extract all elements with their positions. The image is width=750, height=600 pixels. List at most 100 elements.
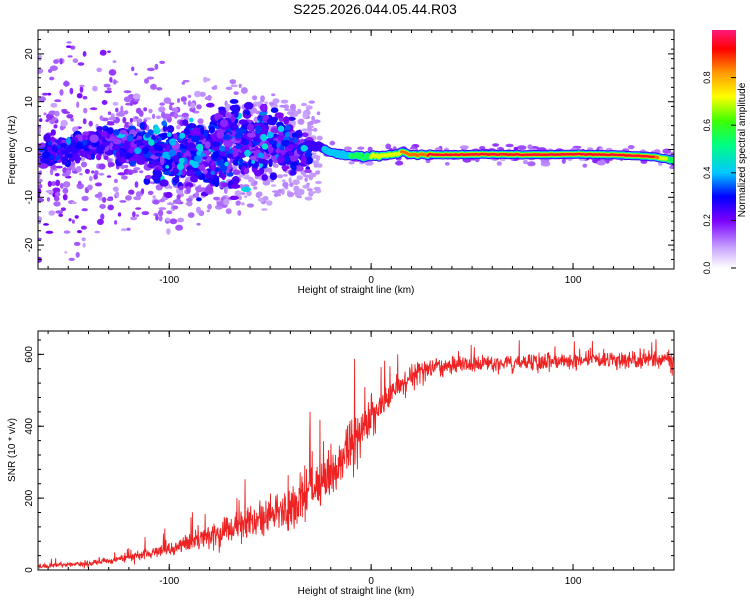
spectral-point <box>296 175 304 181</box>
spectral-point <box>196 197 202 202</box>
spectral-point <box>181 81 185 85</box>
spectral-point <box>199 91 206 97</box>
spectral-point <box>50 129 56 136</box>
spectral-point <box>92 85 98 92</box>
y-tick-label: 200 <box>24 489 35 506</box>
spectral-point <box>51 117 58 121</box>
spectral-point <box>173 112 178 119</box>
spectral-point <box>39 118 43 122</box>
spectral-point <box>252 95 258 101</box>
spectral-point <box>53 195 60 202</box>
spectral-point <box>94 193 101 198</box>
spectral-point <box>221 182 228 188</box>
spectral-point <box>301 128 309 132</box>
spectral-point <box>304 196 313 201</box>
spectral-point <box>128 189 135 195</box>
spectral-point <box>180 168 187 176</box>
spectral-point <box>45 189 53 193</box>
spectral-point <box>83 107 88 114</box>
spectral-point <box>266 117 277 125</box>
spectral-point <box>169 185 173 189</box>
spectral-point <box>122 116 127 124</box>
spectral-point <box>183 101 187 105</box>
spectral-point <box>253 180 258 185</box>
spectral-point <box>191 135 201 143</box>
spectral-point <box>133 167 141 171</box>
spectral-point <box>134 147 142 155</box>
snr-plot-area <box>38 331 674 570</box>
spectral-point <box>224 161 229 167</box>
spectral-point <box>112 129 120 136</box>
spectral-point <box>161 120 167 127</box>
spectrogram-x-axis-label: Height of straight line (km) <box>298 285 415 296</box>
spectral-point <box>492 143 499 147</box>
spectral-point <box>385 143 392 150</box>
spectral-point <box>88 175 93 182</box>
spectral-point <box>55 165 63 169</box>
spectral-point <box>49 65 58 71</box>
spectral-point <box>65 169 72 176</box>
spectral-point <box>176 189 184 195</box>
spectral-point <box>291 161 298 166</box>
spectral-point <box>271 93 276 97</box>
spectral-point <box>315 180 322 185</box>
spectral-point <box>57 139 62 146</box>
spectral-point <box>213 85 218 89</box>
spectral-point <box>289 170 297 176</box>
spectral-point <box>187 212 195 218</box>
spectral-point <box>206 102 215 108</box>
spectral-point <box>239 158 244 166</box>
spectral-point <box>115 107 119 113</box>
spectral-point <box>654 149 661 154</box>
spectral-point <box>124 110 129 115</box>
spectral-point <box>120 105 124 113</box>
spectral-point <box>211 141 221 147</box>
spectral-point <box>233 109 239 119</box>
spectral-point <box>195 170 202 176</box>
spectral-point <box>229 122 238 131</box>
x-tick-label: 0 <box>368 576 374 587</box>
spectral-point <box>235 132 243 139</box>
spectral-point <box>277 174 284 179</box>
spectral-point <box>186 142 196 150</box>
spectral-point <box>132 153 141 160</box>
spectral-point <box>313 186 321 191</box>
spectral-point <box>152 199 160 205</box>
spectral-point <box>505 143 514 148</box>
spectral-point <box>71 161 76 167</box>
spectral-point <box>165 217 171 222</box>
spectral-point <box>126 227 131 231</box>
spectral-point <box>147 163 156 169</box>
spectral-point <box>246 176 254 181</box>
spectral-point <box>107 50 111 53</box>
spectral-point <box>40 271 46 277</box>
spectral-point <box>262 196 269 201</box>
spectral-point <box>225 112 232 119</box>
spectral-point <box>132 211 136 218</box>
spectral-point <box>38 178 43 183</box>
spectral-point <box>54 99 62 103</box>
spectral-point <box>62 194 68 201</box>
spectral-point <box>152 195 156 199</box>
spectral-point <box>108 121 115 124</box>
spectral-point <box>307 156 313 165</box>
spectral-point <box>204 141 211 149</box>
spectral-point <box>135 214 139 217</box>
spectral-point <box>135 107 142 114</box>
spectral-point <box>38 170 43 176</box>
spectral-point <box>44 19 49 26</box>
spectral-point <box>79 86 84 93</box>
spectral-point <box>291 164 297 172</box>
spectral-point <box>165 165 170 169</box>
spectral-point <box>132 93 141 100</box>
spectral-point <box>54 173 60 177</box>
spectral-point <box>62 111 71 114</box>
spectral-point <box>51 145 58 154</box>
spectral-point <box>103 155 109 160</box>
spectral-point <box>200 127 205 135</box>
spectral-point <box>669 165 674 169</box>
x-tick-label: 0 <box>368 275 374 286</box>
spectral-point <box>116 112 124 117</box>
spectral-point <box>153 126 161 135</box>
